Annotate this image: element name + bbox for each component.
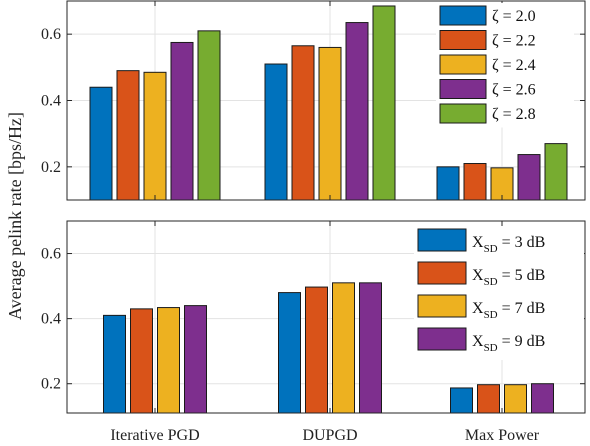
legend-label: ζ = 2.0 bbox=[492, 8, 536, 25]
bar-2-series-4-cat-1 bbox=[184, 305, 207, 414]
chart-panel-1: 0.2 0.4 0.6 ζ = 2.0 ζ = 2.2 ζ = 2.4 ζ = 2.6 ζ =… bbox=[41, 0, 586, 201]
legend-label: XSD = 9 dB bbox=[472, 333, 545, 354]
legend-label: ζ = 2.4 bbox=[492, 57, 536, 74]
bar-2-series-3-cat-2 bbox=[332, 282, 355, 414]
legend-label: ζ = 2.8 bbox=[492, 106, 536, 123]
legend-label: XSD = 5 dB bbox=[472, 267, 545, 288]
bar-1-series-5-cat-3 bbox=[544, 143, 568, 201]
bar-1-series-5-cat-2 bbox=[372, 5, 396, 201]
bar-1-series-1-cat-3 bbox=[436, 166, 460, 201]
bar-1-series-2-cat-3 bbox=[463, 163, 487, 201]
legend-swatch bbox=[417, 228, 467, 252]
bar-2-series-1-cat-1 bbox=[103, 314, 126, 414]
bar-2-series-2-cat-3 bbox=[477, 384, 500, 414]
x-tick-label: DUPGD bbox=[302, 427, 357, 444]
legend-swatch bbox=[439, 79, 487, 99]
legend-swatch bbox=[439, 30, 487, 50]
bar-1-series-1-cat-2 bbox=[264, 63, 288, 201]
legend-label: XSD = 7 dB bbox=[472, 300, 545, 321]
bar-2-series-2-cat-1 bbox=[130, 308, 153, 414]
y-axis-label: Average pelink rate [bps/Hz] bbox=[5, 112, 25, 320]
legend-swatch bbox=[439, 103, 487, 124]
axes-box bbox=[66, 220, 586, 414]
bar-2-series-1-cat-2 bbox=[278, 292, 301, 414]
y-tick-label: 0.6 bbox=[41, 246, 61, 263]
legend-swatch bbox=[417, 327, 467, 351]
x-tick-label: Iterative PGD bbox=[110, 427, 199, 444]
y-tick-label: 0.2 bbox=[41, 159, 61, 176]
legend-label: ζ = 2.2 bbox=[492, 33, 536, 50]
bar-1-series-5-cat-1 bbox=[197, 30, 221, 201]
bar-2-series-4-cat-2 bbox=[359, 282, 382, 414]
bar-2-series-2-cat-2 bbox=[305, 286, 328, 414]
legend-swatch bbox=[417, 261, 467, 285]
y-tick-label: 0.2 bbox=[41, 376, 61, 393]
chart-panel-2: 0.2 0.4 0.6 Iterative PGD DUPGD Max Power XSD … bbox=[41, 220, 586, 444]
legend-label: ζ = 2.6 bbox=[492, 82, 536, 99]
legend-swatch bbox=[439, 54, 487, 75]
bar-1-series-2-cat-2 bbox=[291, 45, 315, 201]
bar-2-series-4-cat-3 bbox=[531, 383, 554, 414]
legend-swatch bbox=[417, 294, 467, 318]
bar-1-series-4-cat-3 bbox=[517, 154, 541, 201]
legend-swatch bbox=[439, 5, 487, 26]
bar-1-series-2-cat-1 bbox=[116, 70, 140, 201]
x-tick-label: Max Power bbox=[465, 427, 540, 444]
y-tick-label: 0.6 bbox=[41, 26, 61, 43]
bar-1-series-4-cat-1 bbox=[170, 41, 194, 201]
y-tick-label: 0.4 bbox=[41, 311, 61, 328]
bar-1-series-3-cat-1 bbox=[143, 71, 167, 201]
bar-1-series-3-cat-2 bbox=[318, 46, 342, 201]
bar-2-series-1-cat-3 bbox=[450, 387, 473, 414]
bar-2-series-3-cat-1 bbox=[157, 307, 180, 414]
bar-1-series-4-cat-2 bbox=[345, 22, 369, 201]
legend-label: XSD = 3 dB bbox=[472, 234, 545, 255]
bar-2-series-3-cat-3 bbox=[504, 384, 527, 414]
y-tick-label: 0.4 bbox=[41, 93, 61, 110]
bar-1-series-1-cat-1 bbox=[89, 86, 113, 201]
